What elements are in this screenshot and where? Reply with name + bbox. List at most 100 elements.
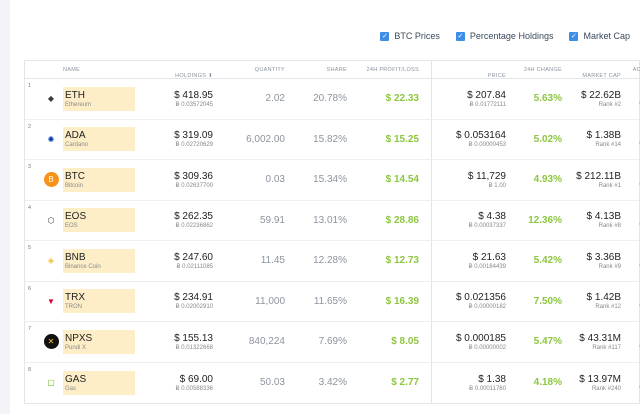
header-quantity[interactable]: QUANTITY bbox=[254, 66, 285, 73]
checkbox-checked-icon[interactable]: ✓ bbox=[380, 31, 390, 41]
header-name[interactable]: NAME bbox=[63, 66, 81, 73]
change-24h: 12.36% bbox=[528, 214, 562, 226]
holding-value: $ 69.00 bbox=[179, 373, 213, 385]
header-market-cap[interactable]: MARKET CAP bbox=[582, 72, 621, 79]
market-cap: $ 4.13B bbox=[586, 211, 621, 223]
profit-loss: $ 12.73 bbox=[385, 255, 419, 267]
checkbox-checked-icon[interactable]: ✓ bbox=[455, 31, 465, 41]
holding-btc: Ƀ 0.00588336 bbox=[175, 385, 213, 392]
price-btc: Ƀ 0.00037337 bbox=[468, 223, 506, 230]
change-24h: 5.42% bbox=[533, 255, 562, 267]
profit-loss: $ 14.54 bbox=[385, 174, 419, 186]
share: 15.34% bbox=[313, 174, 347, 186]
price: $ 1.38 bbox=[478, 373, 506, 385]
share: 7.69% bbox=[318, 336, 347, 348]
holding-value: $ 155.13 bbox=[174, 332, 213, 344]
price-btc: Ƀ 1.00 bbox=[488, 182, 506, 189]
row-number: 6 bbox=[28, 285, 32, 292]
holding-btc: Ƀ 0.03572045 bbox=[175, 101, 213, 108]
table-row[interactable]: 3 B BTC Bitcoin $ 309.36 Ƀ 0.02637700 0.… bbox=[25, 160, 640, 201]
cardano-icon: ✺ bbox=[47, 134, 55, 144]
row-number: 2 bbox=[28, 123, 32, 130]
price-btc: Ƀ 0.01772111 bbox=[469, 101, 506, 108]
change-24h: 5.02% bbox=[533, 133, 562, 145]
profit-loss: $ 16.39 bbox=[385, 295, 419, 307]
header-price[interactable]: PRICE bbox=[487, 72, 506, 79]
header-change[interactable]: 24H CHANGE bbox=[523, 66, 562, 73]
coin-name-highlight[interactable]: BNB Binance Coin bbox=[63, 248, 135, 273]
table-header: NAME HOLDINGS ⬇ QUANTITY SHARE 24H PROFI… bbox=[25, 60, 640, 79]
change-24h: 5.47% bbox=[533, 336, 562, 348]
coin-name-highlight[interactable]: GAS Gas bbox=[63, 370, 135, 395]
checkbox-checked-icon[interactable]: ✓ bbox=[569, 31, 579, 41]
profit-loss: $ 8.05 bbox=[391, 336, 419, 348]
share: 15.82% bbox=[313, 133, 347, 145]
holding-btc: Ƀ 0.02637700 bbox=[175, 182, 213, 189]
profit-loss: $ 2.77 bbox=[391, 377, 419, 389]
toggle-label: Market Cap bbox=[583, 31, 630, 41]
holding-btc: Ƀ 0.02720629 bbox=[175, 142, 213, 149]
coin-full-name: Bitcoin bbox=[65, 182, 84, 189]
header-action: ACTION bbox=[632, 66, 640, 73]
profit-loss: $ 15.25 bbox=[385, 133, 419, 145]
share: 11.65% bbox=[313, 295, 347, 307]
table-row[interactable]: 6 ▼ TRX TRON $ 234.91 Ƀ 0.02002910 11,00… bbox=[25, 281, 640, 322]
holding-value: $ 418.95 bbox=[174, 89, 213, 101]
row-number: 8 bbox=[28, 366, 32, 373]
table-row[interactable]: 1 ◆ ETH Ethereum $ 418.95 Ƀ 0.03572045 2… bbox=[25, 79, 640, 120]
market-cap-rank: Rank #117 bbox=[592, 344, 621, 351]
toggle-btc-prices[interactable]: ✓ BTC Prices bbox=[380, 31, 440, 41]
coin-name-highlight[interactable]: TRX TRON bbox=[63, 289, 135, 314]
gas-icon: ▢ bbox=[47, 378, 55, 388]
coin-name-highlight[interactable]: ADA Cardano bbox=[63, 127, 135, 152]
change-24h: 4.93% bbox=[533, 174, 562, 186]
holding-value: $ 262.35 bbox=[174, 211, 213, 223]
price-btc: Ƀ 0.00000453 bbox=[468, 142, 506, 149]
header-share[interactable]: SHARE bbox=[326, 66, 347, 73]
change-24h: 5.63% bbox=[533, 93, 562, 105]
coin-full-name: EOS bbox=[65, 223, 78, 230]
coin-full-name: Pundi X bbox=[65, 344, 87, 351]
holdings-table: NAME HOLDINGS ⬇ QUANTITY SHARE 24H PROFI… bbox=[24, 60, 640, 404]
market-cap: $ 1.42B bbox=[586, 292, 621, 304]
table-row[interactable]: 2 ✺ ADA Cardano $ 319.09 Ƀ 0.02720629 6,… bbox=[25, 119, 640, 160]
coin-symbol: GAS bbox=[65, 373, 87, 385]
coin-symbol: BNB bbox=[65, 251, 86, 263]
share: 13.01% bbox=[313, 214, 347, 226]
coin-symbol: NPXS bbox=[65, 332, 93, 344]
coin-name-highlight[interactable]: NPXS Pundi X bbox=[63, 329, 135, 354]
header-profit-loss[interactable]: 24H PROFIT/LOSS bbox=[347, 60, 432, 79]
toggle-market-cap[interactable]: ✓ Market Cap bbox=[569, 31, 630, 41]
market-cap: $ 3.36B bbox=[586, 251, 621, 263]
quantity: 840,224 bbox=[248, 336, 285, 348]
coin-name-highlight[interactable]: EOS EOS bbox=[63, 208, 135, 233]
table-row[interactable]: 7 ✕ NPXS Pundi X $ 155.13 Ƀ 0.01322668 8… bbox=[25, 322, 640, 363]
coin-symbol: ADA bbox=[65, 130, 86, 142]
table-row[interactable]: 8 ▢ GAS Gas $ 69.00 Ƀ 0.00588336 50.03 3… bbox=[25, 362, 640, 403]
price: $ 0.021356 bbox=[455, 292, 506, 304]
holding-btc: Ƀ 0.02002910 bbox=[175, 304, 213, 311]
coin-symbol: BTC bbox=[65, 170, 85, 182]
table-row[interactable]: 5 ◈ BNB Binance Coin $ 247.60 Ƀ 0.021110… bbox=[25, 241, 640, 282]
quantity: 59.91 bbox=[259, 214, 285, 226]
market-cap-rank: Rank #14 bbox=[595, 142, 621, 149]
toggle-percentage-holdings[interactable]: ✓ Percentage Holdings bbox=[455, 31, 553, 41]
coin-name-highlight[interactable]: ETH Ethereum bbox=[63, 86, 135, 111]
market-cap-rank: Rank #1 bbox=[598, 182, 621, 189]
row-number: 3 bbox=[28, 164, 32, 170]
bitcoin-icon: B bbox=[43, 172, 59, 188]
table-body: 1 ◆ ETH Ethereum $ 418.95 Ƀ 0.03572045 2… bbox=[25, 79, 640, 403]
table-row[interactable]: 4 ⬡ EOS EOS $ 262.35 Ƀ 0.02236862 59.91 … bbox=[25, 200, 640, 241]
change-24h: 4.18% bbox=[533, 377, 562, 389]
price-btc: Ƀ 0.00011760 bbox=[469, 385, 506, 392]
holding-value: $ 319.09 bbox=[174, 130, 213, 142]
header-holdings[interactable]: HOLDINGS ⬇ bbox=[175, 72, 213, 79]
eos-icon: ⬡ bbox=[47, 215, 55, 225]
market-cap-rank: Rank #12 bbox=[595, 304, 621, 311]
ethereum-icon: ◆ bbox=[47, 94, 55, 104]
profit-loss: $ 22.33 bbox=[385, 93, 419, 105]
display-toggles: ✓ BTC Prices ✓ Percentage Holdings ✓ Mar… bbox=[380, 31, 630, 41]
pundix-icon: ✕ bbox=[43, 334, 59, 350]
coin-name-highlight[interactable]: BTC Bitcoin bbox=[63, 167, 135, 192]
coin-full-name: TRON bbox=[65, 304, 82, 311]
